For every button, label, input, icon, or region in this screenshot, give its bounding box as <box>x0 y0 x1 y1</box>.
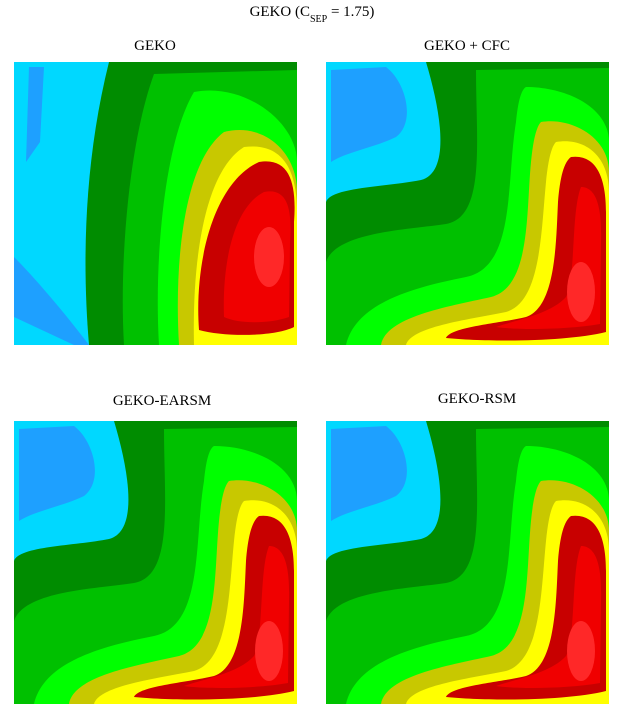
contour-plot <box>14 421 297 704</box>
panel-title: GEKO + CFC <box>424 38 510 54</box>
title-subscript: SEP <box>310 14 328 25</box>
contour-plot <box>326 62 609 345</box>
title-rest: = 1.75) <box>327 4 374 20</box>
contour-plot <box>14 62 297 345</box>
panel-title: GEKO-EARSM <box>113 393 211 409</box>
title-main: GEKO (C <box>250 4 310 20</box>
panel-title: GEKO-RSM <box>438 391 516 407</box>
contour-plot <box>326 421 609 704</box>
figure-title: GEKO (CSEP = 1.75) <box>250 4 375 25</box>
panel-title: GEKO <box>134 38 176 54</box>
